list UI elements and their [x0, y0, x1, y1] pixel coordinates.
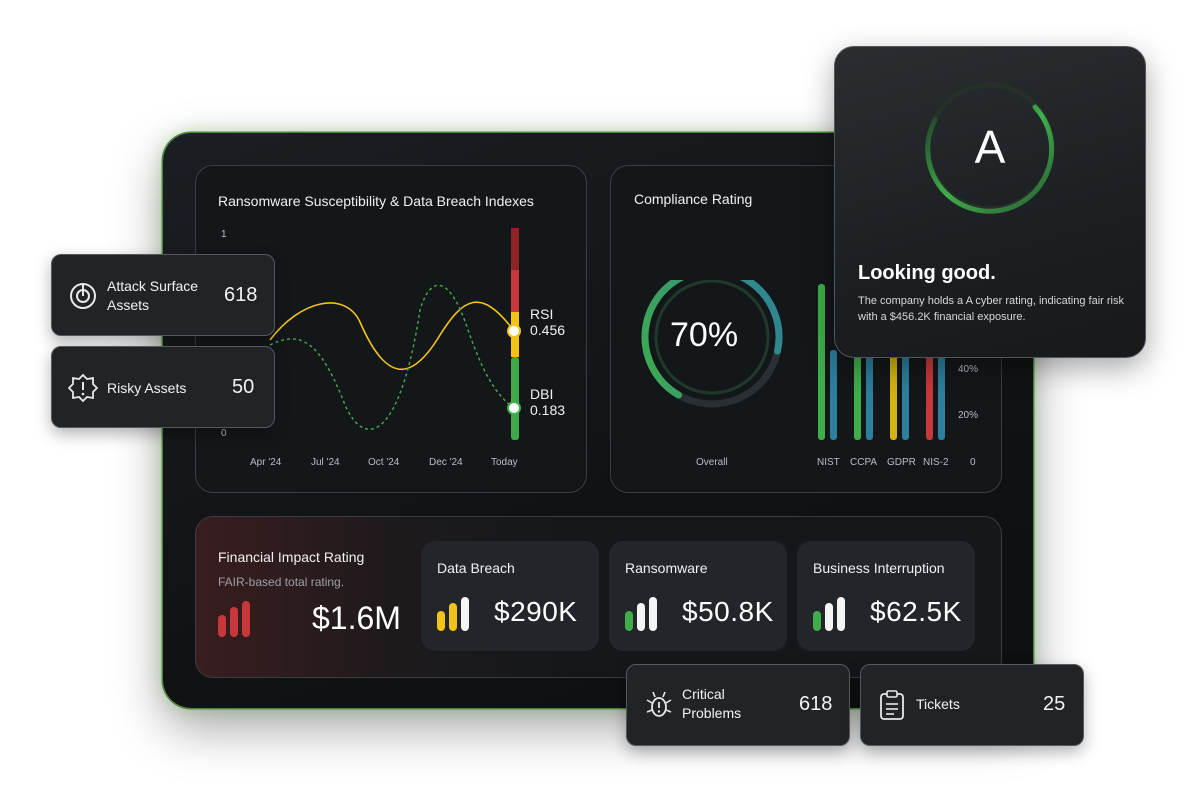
- bar-ccpa-b: [866, 345, 873, 440]
- scale-segment-green: [511, 357, 519, 440]
- framework-nist: NIST: [817, 457, 840, 468]
- power-target-icon: [70, 283, 96, 309]
- business-interruption-amount: $62.5K: [870, 596, 962, 627]
- bar-nist-b: [830, 350, 837, 440]
- rsi-marker: [507, 324, 521, 338]
- critical-problems-value: 618: [799, 693, 833, 715]
- data-breach-amount: $290K: [494, 596, 578, 627]
- bars-yellow-icon: [437, 597, 477, 631]
- y-tick-40: 40%: [958, 364, 979, 375]
- y-tick-bottom: 0: [221, 428, 227, 439]
- dbi-marker: [507, 401, 521, 415]
- dbi-value: 0.183: [530, 402, 566, 418]
- rsi-value: 0.456: [530, 322, 566, 338]
- framework-gdpr: GDPR: [887, 457, 916, 468]
- dbi-line: [269, 284, 515, 430]
- bug-icon: [646, 691, 672, 717]
- attack-surface-label-1: Attack Surface: [107, 278, 199, 294]
- financial-total-bars-icon: [218, 601, 258, 637]
- bar-nis2-b: [938, 345, 945, 440]
- financial-title: Financial Impact Rating: [218, 549, 365, 565]
- ransomware-card[interactable]: Ransomware $50.8K: [609, 541, 787, 651]
- tickets-value: 25: [1043, 693, 1066, 715]
- framework-nis2: NIS-2: [923, 457, 949, 468]
- ransomware-label: Ransomware: [625, 560, 708, 576]
- x-tick-today: Today: [491, 457, 518, 468]
- bar-ccpa-a: [854, 340, 861, 440]
- clipboard-icon: [880, 690, 904, 720]
- overall-value: 70%: [670, 316, 739, 354]
- risky-assets-value: 50: [232, 376, 255, 398]
- popup-body: The company holds a A cyber rating, indi…: [858, 295, 1124, 323]
- ransomware-amount: $50.8K: [682, 596, 774, 627]
- y-tick-20: 20%: [958, 410, 979, 421]
- critical-problems-card[interactable]: Critical Problems 618: [626, 664, 850, 746]
- cyber-rating-popup: A Looking good. The company holds a A cy…: [834, 46, 1146, 358]
- critical-problems-label-2: Problems: [682, 705, 742, 721]
- bar-nist-a: [818, 284, 825, 440]
- dbi-label: DBI: [530, 386, 554, 402]
- scale-segment-red: [511, 270, 519, 312]
- tickets-card[interactable]: Tickets 25: [860, 664, 1084, 746]
- alert-badge-icon: [68, 373, 98, 403]
- critical-problems-label-1: Critical: [682, 686, 725, 702]
- compliance-panel-title: Compliance Rating: [634, 191, 753, 207]
- attack-surface-label-2: Assets: [107, 297, 150, 313]
- risky-assets-label: Risky Assets: [107, 380, 187, 396]
- rsi-line: [269, 301, 515, 371]
- tickets-label: Tickets: [916, 696, 960, 712]
- y-tick-0: 0: [970, 457, 976, 468]
- x-tick-apr: Apr '24: [250, 457, 282, 468]
- overall-label: Overall: [696, 457, 728, 468]
- data-breach-card[interactable]: Data Breach $290K: [421, 541, 599, 651]
- y-tick-top: 1: [221, 229, 227, 240]
- grade-ring: [925, 82, 1055, 214]
- compliance-gauge: [641, 280, 783, 408]
- risky-assets-card[interactable]: Risky Assets 50: [51, 346, 275, 428]
- financial-subtitle: FAIR-based total rating.: [218, 575, 345, 589]
- bars-green-icon: [625, 597, 665, 631]
- grade-letter: A: [974, 121, 1006, 173]
- x-tick-jul: Jul '24: [311, 457, 340, 468]
- bar-nis2-a: [926, 355, 933, 440]
- data-breach-label: Data Breach: [437, 560, 515, 576]
- popup-headline: Looking good.: [858, 262, 996, 284]
- bars-green-icon: [813, 597, 853, 631]
- scale-segment-dark-red: [511, 228, 519, 270]
- ransomware-panel-title: Ransomware Susceptibility & Data Breach …: [218, 193, 534, 209]
- rsi-label: RSI: [530, 306, 554, 322]
- gauge-arc: [641, 280, 783, 408]
- bar-gdpr-b: [902, 340, 909, 440]
- x-tick-dec: Dec '24: [429, 457, 463, 468]
- business-interruption-label: Business Interruption: [813, 560, 945, 576]
- business-interruption-card[interactable]: Business Interruption $62.5K: [797, 541, 975, 651]
- x-tick-oct: Oct '24: [368, 457, 400, 468]
- framework-ccpa: CCPA: [850, 457, 878, 468]
- attack-surface-card[interactable]: Attack Surface Assets 618: [51, 254, 275, 336]
- gauge-inner-ring: [654, 280, 770, 395]
- attack-surface-value: 618: [224, 284, 258, 306]
- financial-total: $1.6M: [312, 600, 401, 636]
